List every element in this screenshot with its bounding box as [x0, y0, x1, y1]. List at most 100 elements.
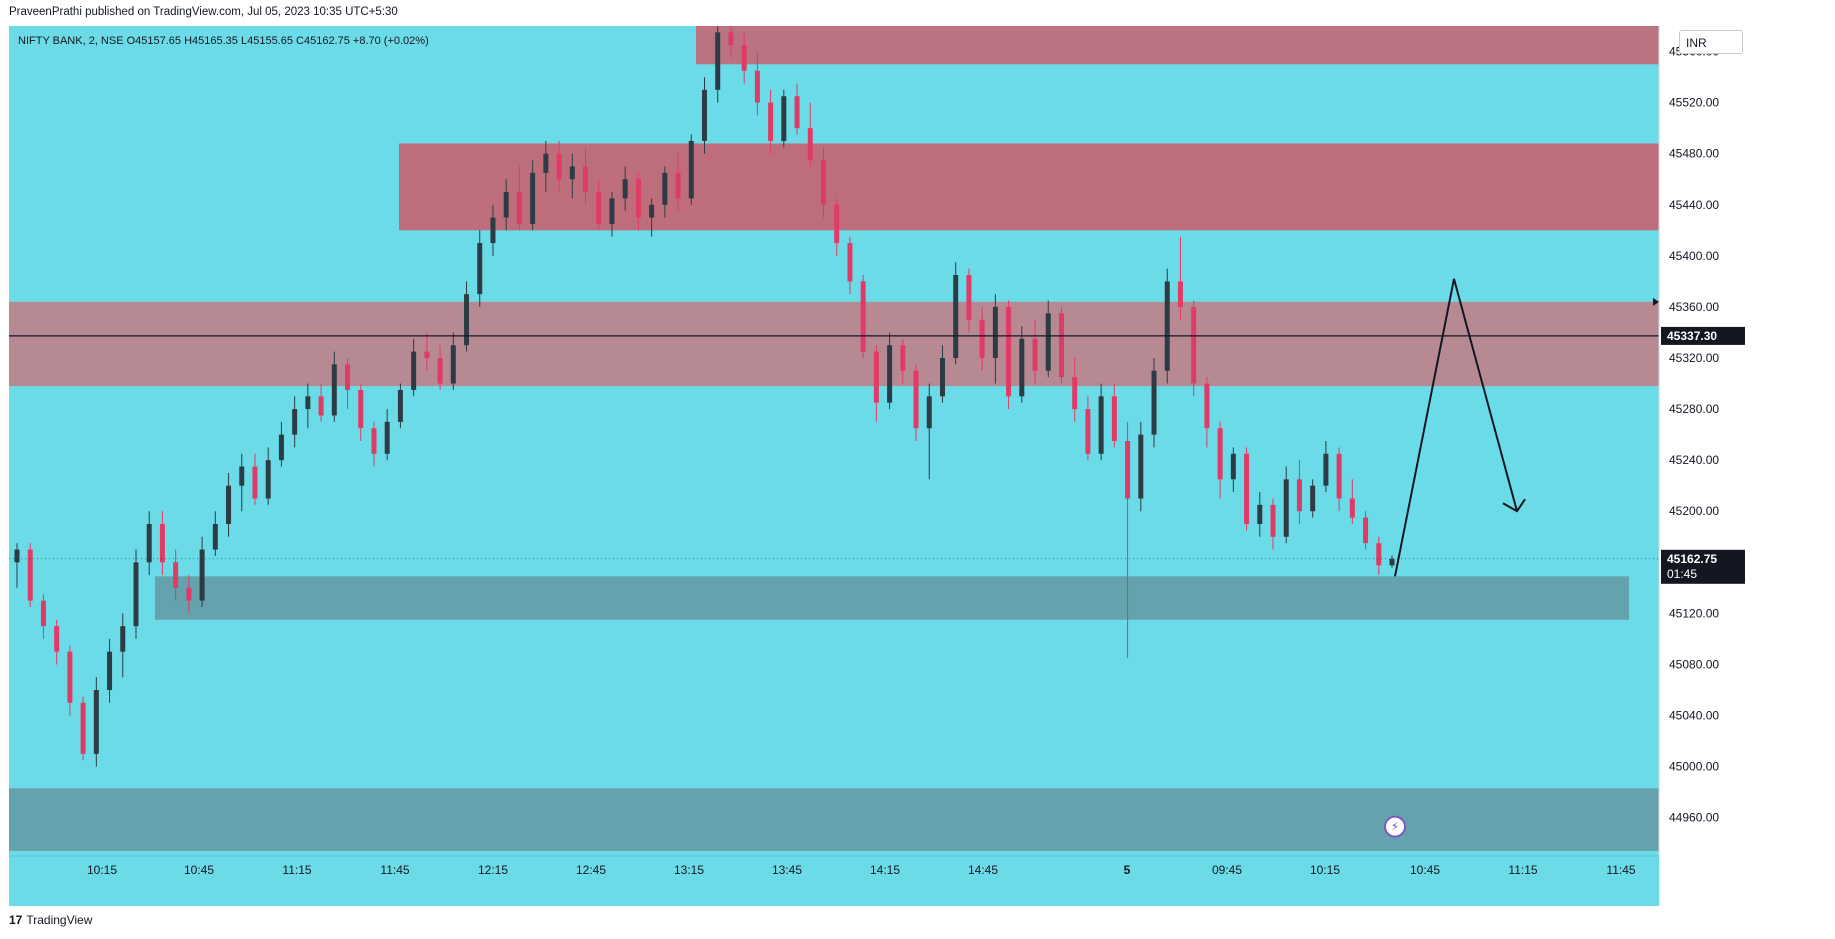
candle-body [1270, 504, 1276, 537]
candle-body [1032, 338, 1038, 371]
zone-1 [399, 143, 1659, 231]
candle-body [675, 172, 681, 199]
x-tick-label: 10:15 [87, 863, 117, 877]
y-tick-label: 45280.00 [1669, 402, 1719, 416]
candle-body [1230, 453, 1236, 480]
candle-body [1019, 338, 1025, 397]
candle-body [860, 281, 866, 352]
candle-body [54, 626, 60, 652]
y-tick-label: 45320.00 [1669, 351, 1719, 365]
x-tick-label: 11:15 [1508, 863, 1537, 877]
x-tick-label: 10:45 [1410, 863, 1440, 877]
price-axis [1659, 26, 1749, 906]
candle-body [397, 389, 403, 422]
lightning-icon-glyph: ⚡ [1391, 820, 1399, 834]
y-tick-label: 45040.00 [1669, 709, 1719, 723]
candle-body [464, 294, 470, 346]
candle-body [503, 192, 509, 218]
candle-body [384, 421, 390, 454]
footer-brand: TradingView [26, 913, 93, 927]
candle-body [437, 358, 443, 384]
candle-body [1217, 428, 1223, 480]
candlestick-chart[interactable]: 44960.00 45000.00 45040.00 45080.00 45120.00… [9, 26, 1749, 906]
candle-body [67, 651, 73, 703]
projection-path [1394, 278, 1518, 577]
candle-body [146, 524, 152, 563]
candle-body [1191, 306, 1197, 384]
x-tick-label: 11:45 [380, 863, 409, 877]
candle-body [1138, 434, 1144, 499]
candle-body [635, 179, 641, 218]
candle-body [239, 466, 245, 486]
y-tick-label: 44960.00 [1669, 811, 1719, 825]
currency-button[interactable]: INR [1679, 30, 1743, 54]
candle-body [1098, 396, 1104, 454]
candle-body [1310, 485, 1316, 512]
candle-body [873, 351, 879, 403]
candle-body [1164, 281, 1170, 371]
candle-body [120, 626, 126, 652]
x-tick-label: 11:45 [1606, 863, 1635, 877]
candle-body [159, 524, 165, 563]
zone-marker-icon [1653, 297, 1659, 306]
candle-body [411, 351, 417, 390]
candle-body [477, 243, 483, 295]
candle-body [649, 204, 655, 218]
candle-body [358, 389, 364, 429]
candle-body [1006, 306, 1012, 397]
y-tick-label: 45240.00 [1669, 453, 1719, 467]
candle-body [292, 409, 298, 435]
candle-body [847, 243, 853, 282]
candle-body [80, 702, 86, 754]
candle-body [1296, 479, 1302, 512]
candle-body [688, 140, 694, 199]
x-tick-label: 12:45 [576, 863, 606, 877]
last-price-label-bg [1661, 549, 1745, 584]
candle-body [926, 396, 932, 429]
horizontal-line-label: 45337.30 [1667, 329, 1717, 343]
zone-4 [9, 788, 1659, 851]
candle-body [212, 524, 218, 550]
candle-body [768, 102, 774, 141]
y-tick-label: 45520.00 [1669, 96, 1719, 110]
candle-body [1045, 313, 1051, 371]
chart-pane[interactable]: 44960.00 45000.00 45040.00 45080.00 45120.00… [9, 26, 1749, 906]
x-tick-label: 10:45 [184, 863, 214, 877]
y-tick-label: 45440.00 [1669, 198, 1719, 212]
candle-body [913, 370, 919, 429]
candle-body [583, 166, 589, 192]
candle-body [953, 275, 959, 358]
candle-body [1389, 558, 1395, 566]
candle-body [807, 128, 813, 161]
x-tick-label: 13:45 [772, 863, 802, 877]
zone-3 [155, 576, 1629, 620]
candle-body [622, 179, 628, 199]
candle-body [252, 466, 258, 499]
x-tick-label: 14:45 [968, 863, 998, 877]
x-tick-label: 13:15 [674, 863, 704, 877]
candle-body [14, 549, 20, 563]
x-tick-label: 09:45 [1212, 863, 1242, 877]
candle-body [1349, 498, 1355, 518]
candle-body [1244, 453, 1250, 524]
y-tick-label: 45120.00 [1669, 606, 1719, 620]
candle-body [781, 96, 787, 141]
x-tick-label: 10:15 [1310, 863, 1340, 877]
symbol-legend: NIFTY BANK, 2, NSE O45157.65 H45165.35 L… [18, 35, 429, 47]
candle-body [887, 345, 893, 403]
candle-body [556, 153, 562, 180]
candle-body [1058, 313, 1064, 378]
y-tick-label: 45360.00 [1669, 300, 1719, 314]
candle-body [1323, 453, 1329, 486]
candle-body [93, 690, 99, 754]
candle-body [516, 192, 522, 224]
candle-body [1336, 453, 1342, 499]
candle-body [702, 89, 707, 141]
last-price-label: 45162.75 [1667, 552, 1717, 566]
candle-body [728, 32, 734, 46]
y-tick-label: 45080.00 [1669, 657, 1719, 671]
candle-body [1376, 543, 1382, 566]
candle-body [834, 204, 840, 244]
footer-branding: 17 TradingView [9, 913, 92, 927]
candle-body [530, 172, 536, 224]
